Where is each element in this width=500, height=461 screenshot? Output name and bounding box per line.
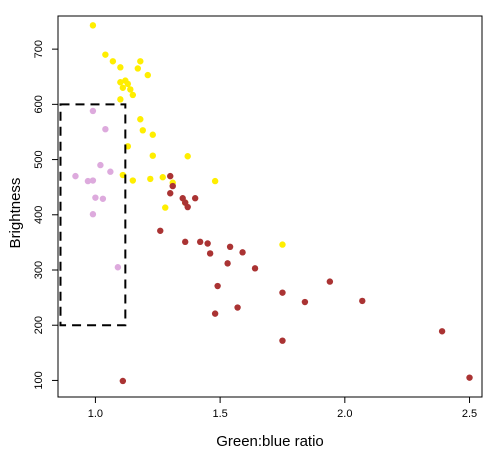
data-point [134,65,142,72]
data-point [211,177,219,185]
data-point [162,204,169,211]
data-point [139,127,146,134]
data-point [159,174,166,181]
x-tick-label: 1.5 [212,408,227,420]
data-point [137,116,144,123]
data-point [157,227,164,234]
data-point [196,238,204,246]
data-point [301,298,309,306]
data-point [251,265,259,272]
data-point [206,250,214,257]
y-tick-label: 400 [33,206,45,224]
data-point [89,211,97,218]
x-axis: 1.0 1.5 2.0 2.5 [88,397,477,420]
data-point [147,175,154,183]
data-point [167,190,174,197]
plot-frame [57,15,483,398]
data-point [89,22,97,29]
data-point [279,337,286,344]
data-point [224,260,231,267]
data-point [226,243,234,251]
data-point [191,195,199,202]
data-point [89,107,97,115]
y-tick-label: 200 [33,316,45,334]
data-point [214,282,221,290]
y-tick-label: 300 [33,261,45,279]
data-point [204,240,211,247]
data-point [117,96,124,103]
data-point [184,153,191,160]
data-point [119,84,127,91]
data-point [234,304,241,311]
data-point [169,182,176,190]
data-point [97,161,104,169]
data-point [184,203,191,211]
data-point [438,328,446,335]
y-tick-label: 100 [33,371,45,389]
x-axis-title: Green:blue ratio [216,433,324,450]
data-point [182,238,189,246]
data-point [72,172,79,180]
data-point [119,377,127,385]
data-point [102,125,109,133]
data-point [107,168,114,175]
data-point [137,58,144,65]
data-point [92,194,99,201]
data-point [149,131,156,138]
y-axis-title: Brightness [7,178,24,249]
data-point [359,297,366,305]
data-point [127,86,134,93]
dashed-selection-box [59,103,127,327]
x-tick-label: 2.5 [462,408,477,420]
y-tick-label: 600 [33,95,45,113]
data-point [149,152,156,159]
data-point [89,177,97,184]
data-point [129,177,137,184]
data-point [99,195,107,202]
data-point [239,249,246,256]
data-point [117,64,124,71]
data-points [72,22,473,385]
data-point [102,51,109,58]
y-axis: 100 200 300 400 500 600 700 [33,40,58,390]
y-tick-label: 700 [33,40,45,58]
x-tick-label: 1.0 [88,408,103,420]
data-point [144,71,151,79]
data-point [211,310,219,317]
data-point [129,91,137,99]
y-tick-label: 500 [33,150,45,168]
data-point [117,79,124,86]
data-point [167,172,174,180]
data-point [466,374,473,381]
data-point [114,264,122,271]
data-point [124,80,132,88]
data-point [279,241,286,248]
data-point [84,177,92,185]
data-point [326,278,334,285]
data-point [279,289,286,296]
x-tick-label: 2.0 [337,408,352,420]
data-point [109,58,117,65]
